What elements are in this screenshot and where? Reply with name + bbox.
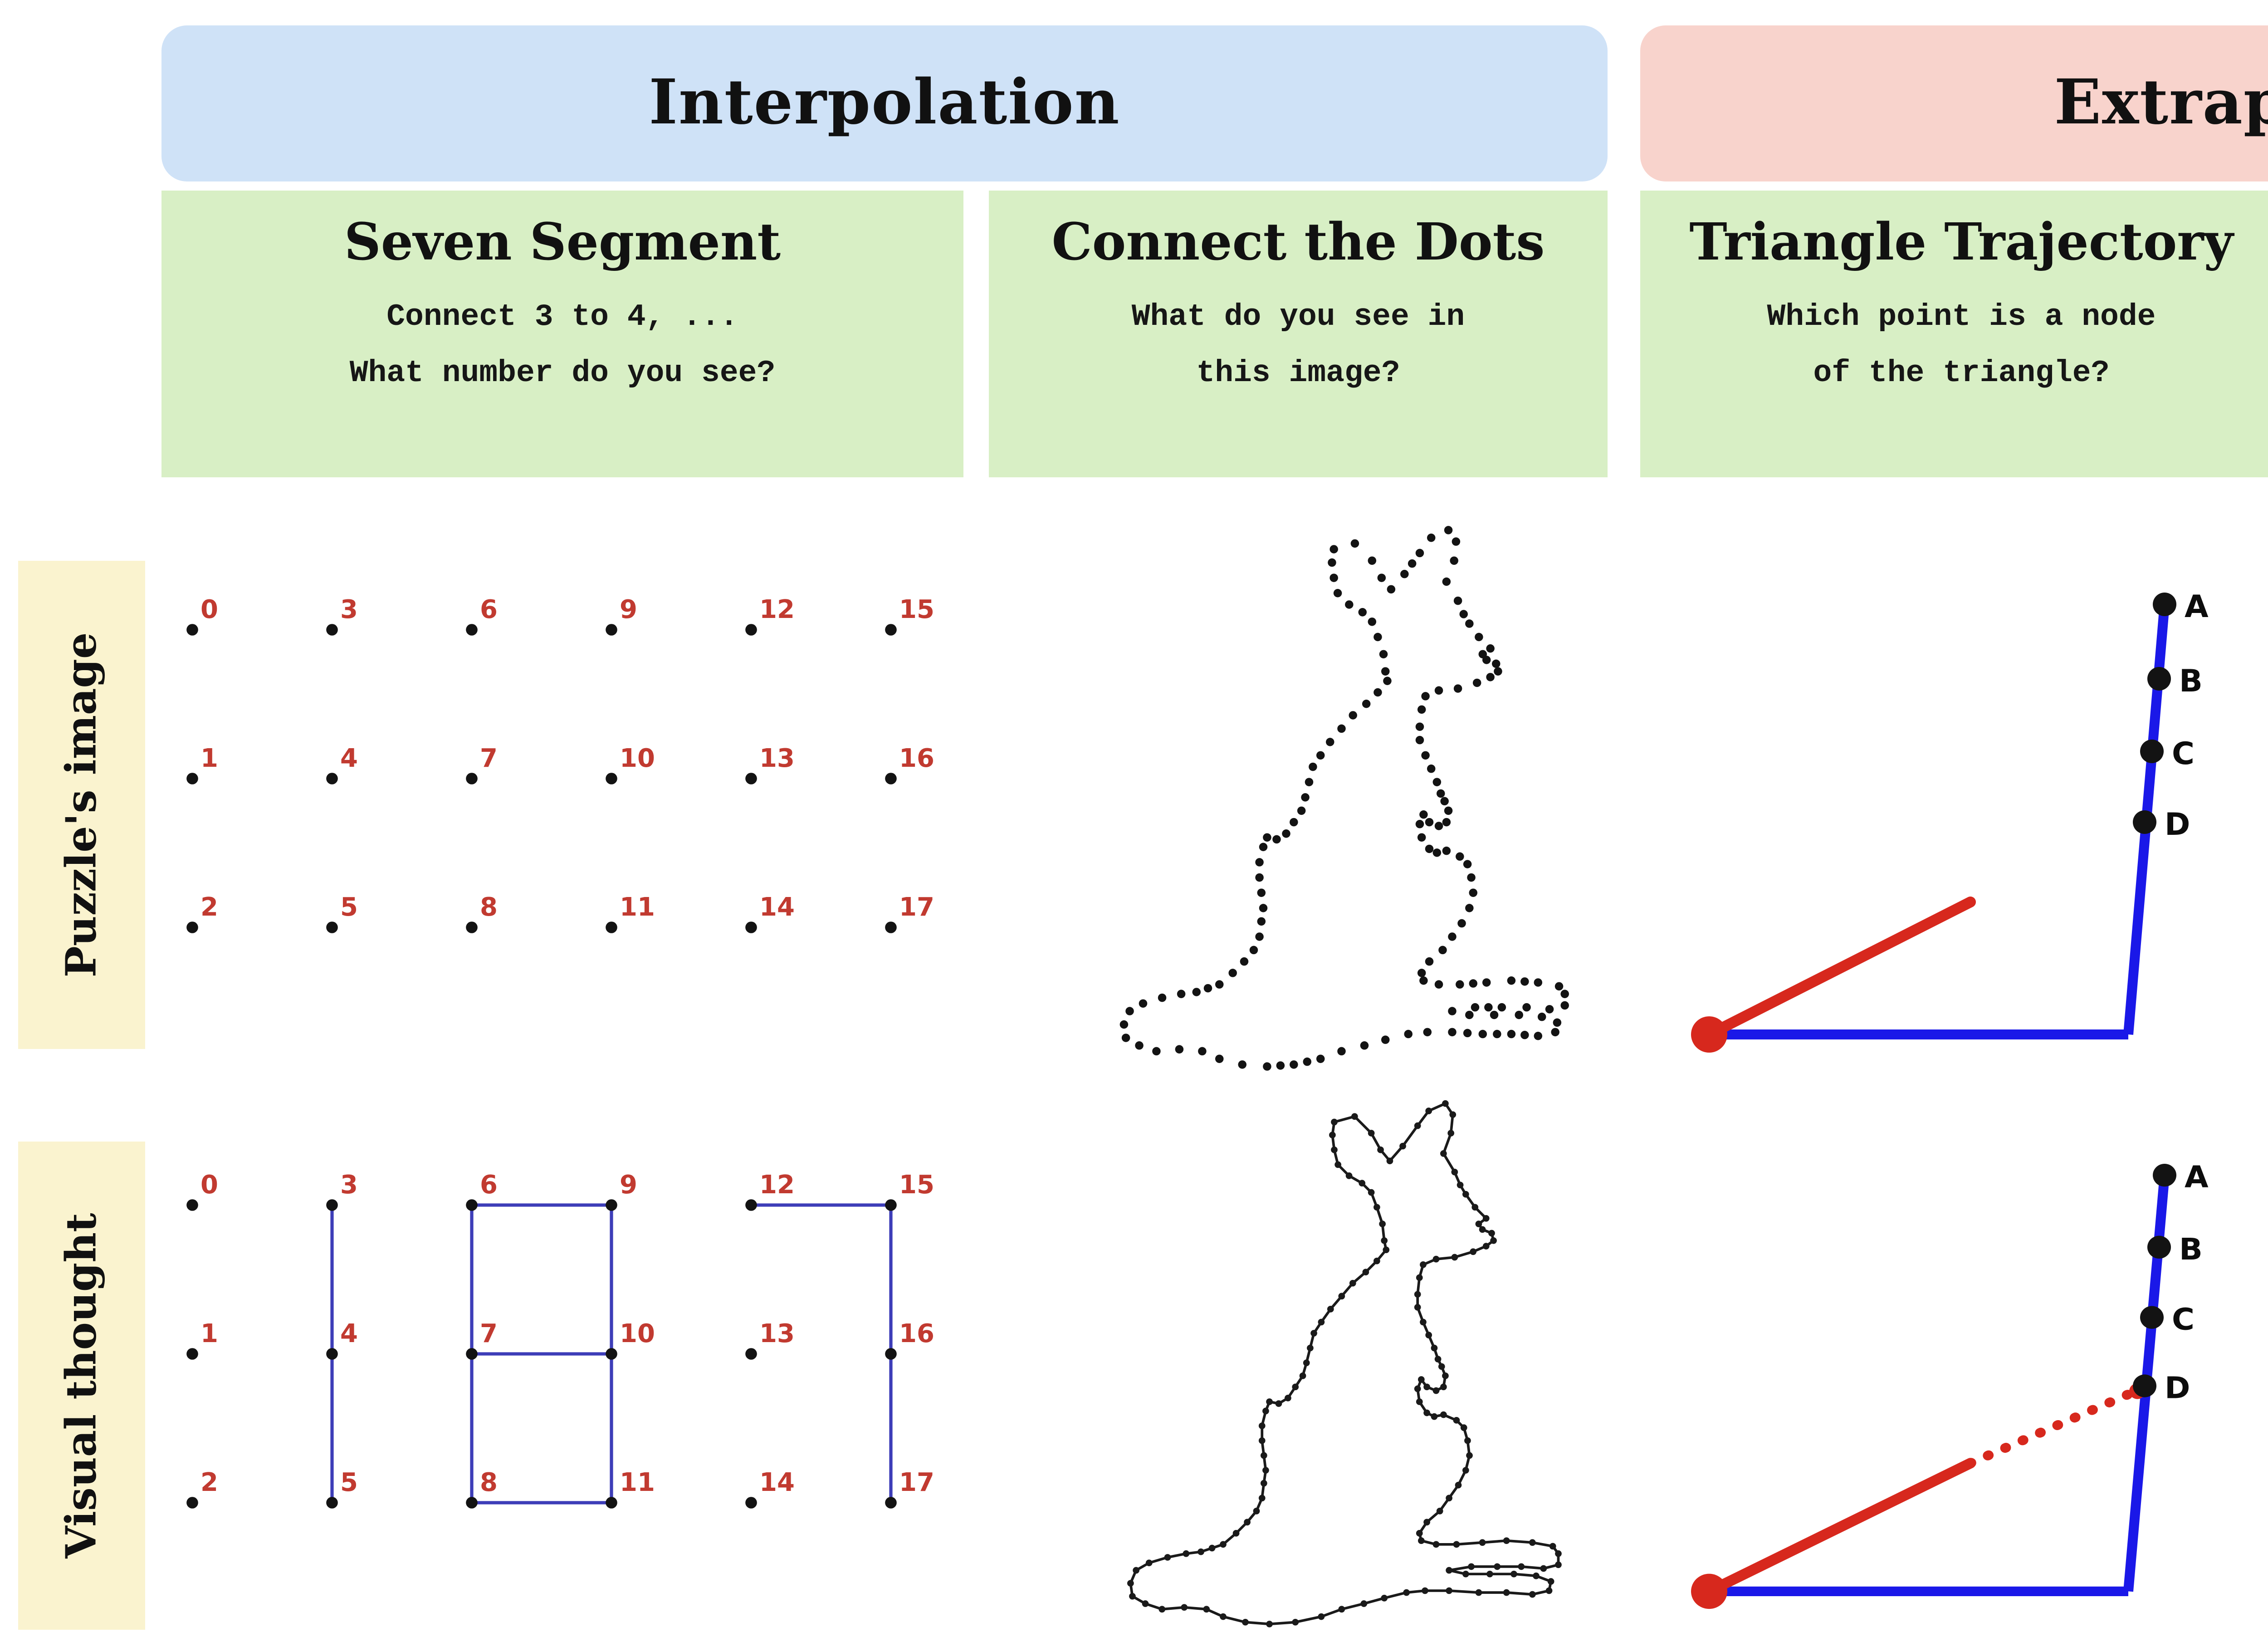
row-label-text: Puzzle's image bbox=[57, 632, 107, 978]
column-header-triangle-trajectory: Triangle Trajectory Which point is a nod… bbox=[1640, 191, 2268, 477]
column-subtitle-line1: What do you see in bbox=[1131, 300, 1465, 335]
triangle-trajectory-puzzle-image: A B CD bbox=[1691, 589, 2209, 1053]
svg-text:7: 7 bbox=[480, 1319, 498, 1348]
svg-text:0: 0 bbox=[200, 595, 218, 624]
column-title: Seven Segment bbox=[344, 212, 781, 272]
connect-the-dots-visual-thought bbox=[1127, 1100, 1562, 1627]
column-header-seven-segment: Seven Segment Connect 3 to 4, ... What n… bbox=[161, 191, 963, 477]
svg-text:8: 8 bbox=[480, 1468, 498, 1497]
column-subtitle-line2: of the triangle? bbox=[1813, 358, 2110, 392]
svg-text:16: 16 bbox=[899, 744, 934, 773]
svg-text:2: 2 bbox=[200, 1468, 218, 1497]
column-title: Connect the Dots bbox=[1051, 212, 1545, 272]
svg-text:9: 9 bbox=[620, 595, 637, 624]
svg-text:13: 13 bbox=[759, 744, 795, 773]
svg-text:12: 12 bbox=[759, 595, 795, 624]
svg-text:8: 8 bbox=[480, 892, 498, 922]
svg-text:7: 7 bbox=[480, 744, 498, 773]
svg-text:1: 1 bbox=[200, 1319, 218, 1348]
svg-text:5: 5 bbox=[340, 892, 358, 922]
svg-text:B: B bbox=[2179, 663, 2203, 699]
svg-text:11: 11 bbox=[620, 1468, 655, 1497]
svg-text:D: D bbox=[2165, 807, 2190, 843]
column-subtitle-line1: Connect 3 to 4, ... bbox=[386, 300, 738, 335]
triangle-trajectory-visual-thought: A BCD bbox=[1691, 1160, 2209, 1609]
svg-text:4: 4 bbox=[340, 744, 358, 773]
svg-text:C: C bbox=[2172, 736, 2195, 772]
svg-text:17: 17 bbox=[899, 1468, 934, 1497]
svg-text:10: 10 bbox=[620, 744, 655, 773]
svg-text:5: 5 bbox=[340, 1468, 358, 1497]
svg-text:16: 16 bbox=[899, 1319, 934, 1348]
svg-text:9: 9 bbox=[620, 1170, 637, 1200]
svg-text:3: 3 bbox=[340, 595, 358, 624]
svg-text:10: 10 bbox=[620, 1319, 655, 1348]
svg-text:A: A bbox=[2185, 1160, 2209, 1195]
svg-text:D: D bbox=[2165, 1371, 2190, 1406]
svg-text:1: 1 bbox=[200, 744, 218, 773]
svg-text:17: 17 bbox=[899, 892, 934, 922]
extrapolation-header: Extrapolation bbox=[1640, 25, 2268, 181]
svg-text:3: 3 bbox=[340, 1170, 358, 1200]
column-subtitle-line2: this image? bbox=[1196, 358, 1400, 392]
svg-text:B: B bbox=[2179, 1232, 2203, 1267]
svg-text:14: 14 bbox=[759, 892, 795, 922]
svg-text:12: 12 bbox=[759, 1170, 795, 1200]
svg-text:A: A bbox=[2185, 589, 2209, 625]
svg-text:4: 4 bbox=[340, 1319, 358, 1348]
svg-text:13: 13 bbox=[759, 1319, 795, 1348]
row-label-text: Visual thought bbox=[57, 1213, 106, 1559]
svg-text:2: 2 bbox=[200, 892, 218, 922]
column-header-connect-the-dots: Connect the Dots What do you see in this… bbox=[989, 191, 1608, 477]
column-subtitle-line2: What number do you see? bbox=[349, 358, 776, 392]
svg-text:15: 15 bbox=[899, 595, 934, 624]
svg-text:14: 14 bbox=[759, 1468, 795, 1497]
svg-text:11: 11 bbox=[620, 892, 655, 922]
row-label-puzzles-image: Puzzle's image bbox=[18, 561, 145, 1049]
column-title: Triangle Trajectory bbox=[1689, 212, 2234, 272]
svg-text:15: 15 bbox=[899, 1170, 934, 1200]
svg-text:6: 6 bbox=[480, 1170, 498, 1200]
svg-text:C: C bbox=[2172, 1302, 2195, 1337]
column-subtitle-line1: Which point is a node bbox=[1767, 300, 2156, 335]
svg-text:6: 6 bbox=[480, 595, 498, 624]
interpolation-header: Interpolation bbox=[161, 25, 1608, 181]
svg-text:0: 0 bbox=[200, 1170, 218, 1200]
connect-the-dots-puzzle-image bbox=[1119, 526, 1569, 1071]
row-label-visual-thought: Visual thought bbox=[18, 1142, 145, 1630]
